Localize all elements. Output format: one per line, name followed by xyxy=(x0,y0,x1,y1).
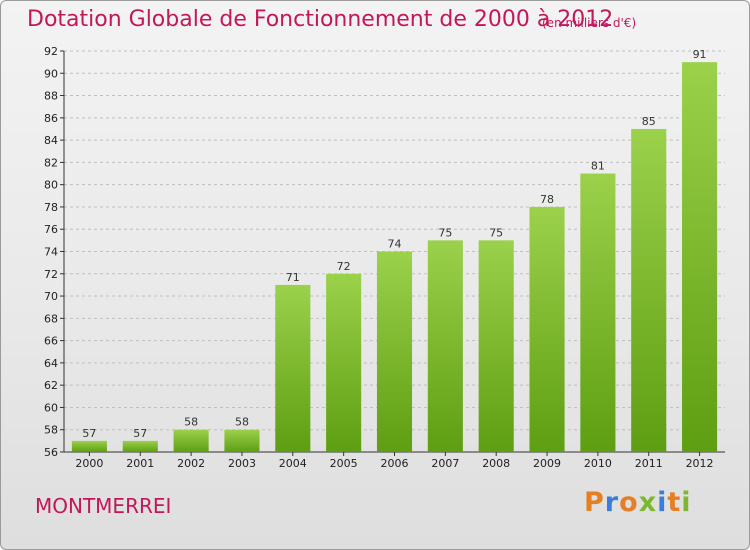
data-labels: 57 57 58 58 71 72 74 75 75 78 81 85 91 xyxy=(82,48,706,440)
data-label: 72 xyxy=(337,260,351,273)
bar xyxy=(122,440,158,452)
y-tick-label: 74 xyxy=(44,246,58,259)
y-tick-label: 72 xyxy=(44,268,58,281)
bar xyxy=(427,240,463,452)
data-label: 74 xyxy=(388,238,402,251)
y-tick-label: 64 xyxy=(44,357,58,370)
y-tick-label: 80 xyxy=(44,179,58,192)
bar xyxy=(580,173,616,452)
x-tick-label: 2008 xyxy=(482,457,510,470)
chart-title: Dotation Globale de Fonctionnement de 20… xyxy=(27,7,614,32)
y-tick-label: 66 xyxy=(44,335,58,348)
y-tick-label: 62 xyxy=(44,379,58,392)
y-tick-label: 76 xyxy=(44,223,58,236)
y-tick-label: 82 xyxy=(44,156,58,169)
bar xyxy=(71,440,107,452)
y-tick-label: 68 xyxy=(44,312,58,325)
y-tick-label: 84 xyxy=(44,134,58,147)
data-label: 57 xyxy=(82,427,96,440)
proxiti-logo[interactable]: Proxiti xyxy=(584,487,692,518)
data-label: 81 xyxy=(591,160,605,173)
data-label: 75 xyxy=(438,226,452,239)
bar xyxy=(682,62,718,453)
bar xyxy=(529,206,565,452)
logo-letter: x xyxy=(638,487,658,518)
logo-letter: P xyxy=(584,487,605,518)
x-tick-label: 2010 xyxy=(584,457,612,470)
bar xyxy=(376,251,413,452)
logo-letter: t xyxy=(667,487,682,518)
bar xyxy=(173,429,209,452)
data-label: 78 xyxy=(540,193,554,206)
y-tick-label: 92 xyxy=(44,45,58,58)
x-tick-label: 2009 xyxy=(533,457,561,470)
logo-letter: i xyxy=(681,487,692,518)
commune-name: MONTMERREI xyxy=(35,494,172,518)
x-tick-label: 2005 xyxy=(330,457,358,470)
bar xyxy=(224,429,260,452)
data-label: 91 xyxy=(693,48,707,61)
x-tick-label: 2011 xyxy=(635,457,663,470)
y-tick-label: 58 xyxy=(44,424,58,437)
axes: 56 58 60 62 64 66 68 70 72 74 76 78 80 82 84 86 88 90 92 20… xyxy=(44,45,725,470)
bar xyxy=(631,128,667,452)
x-tick-label: 2004 xyxy=(279,457,307,470)
y-tick-label: 56 xyxy=(44,446,58,459)
y-tick-label: 88 xyxy=(44,90,58,103)
bar xyxy=(275,284,311,452)
x-tick-label: 2001 xyxy=(126,457,154,470)
data-label: 71 xyxy=(286,271,300,284)
logo-letter: r xyxy=(604,487,620,518)
data-label: 58 xyxy=(235,416,249,429)
x-tick-label: 2000 xyxy=(75,457,103,470)
x-tick-label: 2006 xyxy=(381,457,409,470)
logo-letter: o xyxy=(619,487,639,518)
bars xyxy=(71,62,718,453)
data-label: 75 xyxy=(489,226,503,239)
bar xyxy=(478,240,514,452)
y-tick-label: 90 xyxy=(44,67,58,80)
x-tick-label: 2003 xyxy=(228,457,256,470)
data-label: 57 xyxy=(133,427,147,440)
x-tick-label: 2002 xyxy=(177,457,205,470)
bar xyxy=(326,273,362,452)
y-tick-label: 78 xyxy=(44,201,58,214)
logo-letter: i xyxy=(657,487,668,518)
x-tick-label: 2012 xyxy=(686,457,714,470)
unit-label: (en milliers d'€) xyxy=(542,16,637,30)
data-label: 85 xyxy=(642,115,656,128)
y-tick-label: 70 xyxy=(44,290,58,303)
y-tick-label: 60 xyxy=(44,401,58,414)
data-label: 58 xyxy=(184,416,198,429)
x-tick-label: 2007 xyxy=(431,457,459,470)
y-tick-label: 86 xyxy=(44,112,58,125)
